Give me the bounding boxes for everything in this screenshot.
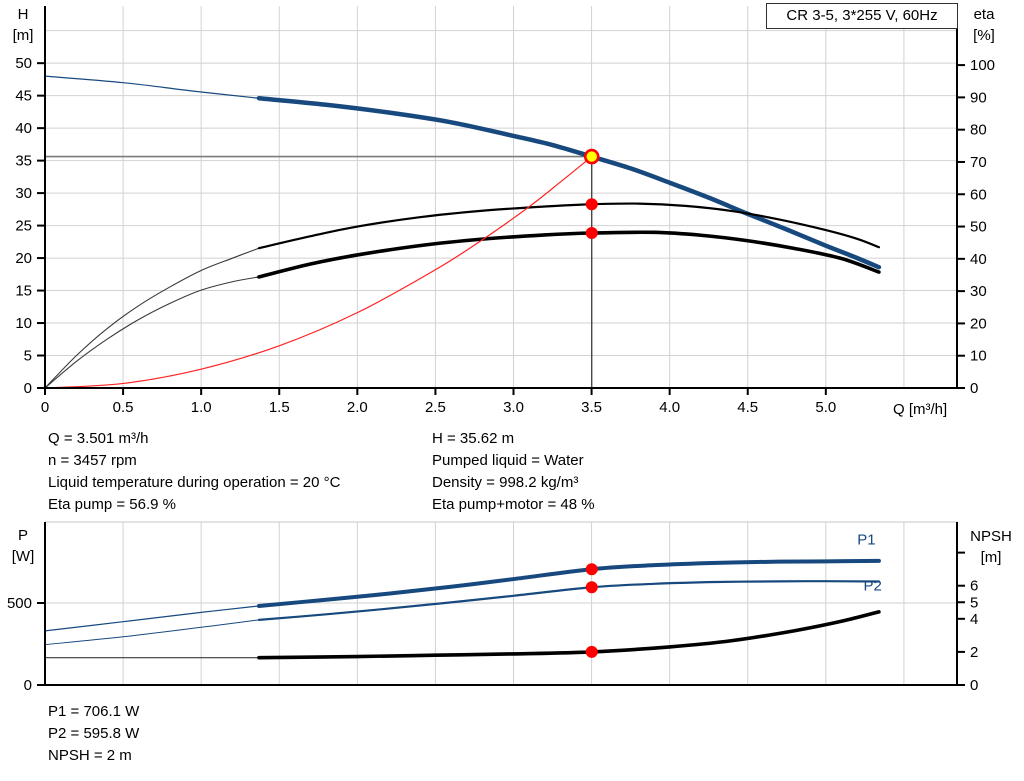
x-tick-label: 4.0	[659, 399, 680, 416]
y1-tick-label: 25	[15, 218, 32, 235]
y1-tick-label: 500	[7, 595, 32, 612]
duty-point[interactable]	[583, 148, 600, 165]
info-p1: P1 = 706.1 W	[48, 703, 140, 720]
y2-tick-label: 2	[970, 644, 978, 661]
eta-axis-label-unit: [%]	[973, 27, 995, 44]
p2-point	[585, 581, 598, 594]
curve-label-p1: P1	[857, 532, 875, 549]
npsh-axis-label-symbol: NPSH	[970, 528, 1012, 545]
y2-tick-label: 10	[970, 348, 987, 365]
duty-info-right-column: H = 35.62 m Pumped liquid = Water Densit…	[432, 428, 595, 516]
p-axis-label-symbol: P	[17, 527, 28, 544]
x-tick-label: 2.5	[425, 399, 446, 416]
series-eta-pump-motor-extension	[44, 276, 260, 389]
info-eta-pump-motor: Eta pump+motor = 48 %	[432, 496, 595, 513]
y1-tick-label: 40	[15, 120, 32, 137]
y1-tick-label: 10	[15, 315, 32, 332]
info-flow: Q = 3.501 m³/h	[48, 430, 149, 447]
x-tick-label: 3.5	[581, 399, 602, 416]
info-eta-pump: Eta pump = 56.9 %	[48, 496, 176, 513]
power-info-column: P1 = 706.1 W P2 = 595.8 W NPSH = 2 m	[48, 701, 139, 767]
y1-tick-label: 0	[24, 677, 32, 694]
p1-point	[585, 563, 598, 576]
y2-tick-label: 70	[970, 154, 987, 171]
x-tick-label: 2.0	[347, 399, 368, 416]
pump-designation-box: CR 3-5, 3*255 V, 60Hz	[766, 3, 958, 29]
y2-tick-label: 100	[970, 57, 995, 74]
h-axis-label-unit: [m]	[12, 27, 34, 44]
y2-tick-label: 0	[970, 677, 978, 694]
eta-axis-label: eta [%]	[961, 4, 1007, 46]
q-axis-label: Q [m³/h]	[893, 401, 948, 418]
y1-tick-label: 30	[15, 185, 32, 202]
info-liquid-temperature: Liquid temperature during operation = 20…	[48, 474, 341, 491]
series-p1-curve	[256, 558, 881, 608]
y2-tick-label: 90	[970, 89, 987, 106]
eta-pump-point	[585, 198, 598, 211]
series-npsh-curve	[257, 610, 881, 660]
series-p2-extension	[44, 619, 260, 646]
y2-tick-label: 30	[970, 283, 987, 300]
h-axis-label: H [m]	[2, 4, 44, 46]
series-eta-pump-curve	[257, 202, 881, 250]
y1-tick-label: 20	[15, 250, 32, 267]
y1-tick-label: 0	[24, 380, 32, 397]
info-p2: P2 = 595.8 W	[48, 725, 140, 742]
x-tick-label: 5.0	[815, 399, 836, 416]
y2-tick-label: 5	[970, 594, 978, 611]
series-eta-pump-extension	[44, 247, 260, 389]
info-speed: n = 3457 rpm	[48, 452, 137, 469]
y1-tick-label: 5	[24, 348, 32, 365]
h-axis-label-symbol: H	[17, 6, 29, 23]
y1-tick-label: 35	[15, 153, 32, 170]
p-axis-label-unit: [W]	[11, 548, 35, 565]
info-density: Density = 998.2 kg/m³	[432, 474, 579, 491]
npsh-axis-label: NPSH [m]	[960, 526, 1022, 568]
y2-tick-label: 50	[970, 219, 987, 236]
y1-tick-label: 15	[15, 283, 32, 300]
x-tick-label: 0	[41, 399, 49, 416]
info-head: H = 35.62 m	[432, 430, 515, 447]
y2-tick-label: 80	[970, 122, 987, 139]
x-tick-label: 4.5	[737, 399, 758, 416]
series-p2-curve	[257, 580, 881, 621]
y1-tick-label: 45	[15, 88, 32, 105]
eta-axis-label-symbol: eta	[973, 6, 995, 23]
x-tick-label: 1.5	[269, 399, 290, 416]
y2-tick-label: 0	[970, 380, 978, 397]
series-h-curve-extension	[44, 75, 260, 99]
y2-tick-label: 4	[970, 611, 978, 628]
npsh-axis-label-unit: [m]	[980, 549, 1002, 566]
npsh-point	[585, 645, 598, 658]
series-p1-extension	[44, 605, 260, 632]
y2-tick-label: 20	[970, 315, 987, 332]
curve-label-p2: P2	[863, 577, 881, 594]
info-npsh: NPSH = 2 m	[48, 747, 132, 764]
y2-tick-label: 60	[970, 186, 987, 203]
x-tick-label: 1.0	[191, 399, 212, 416]
series-eta-pump-motor-curve	[257, 230, 881, 279]
y2-tick-label: 40	[970, 251, 987, 268]
info-pumped-liquid: Pumped liquid = Water	[432, 452, 584, 469]
eta-pump-motor-point	[585, 227, 598, 240]
series-h-curve[interactable]	[256, 96, 882, 270]
series-system-curve	[44, 155, 593, 389]
duty-info-left-column: Q = 3.501 m³/h n = 3457 rpm Liquid tempe…	[48, 428, 340, 516]
y2-tick-label: 6	[970, 578, 978, 595]
x-tick-label: 0.5	[113, 399, 134, 416]
p-axis-label: P [W]	[2, 525, 44, 567]
y1-tick-label: 50	[15, 55, 32, 72]
x-tick-label: 3.0	[503, 399, 524, 416]
